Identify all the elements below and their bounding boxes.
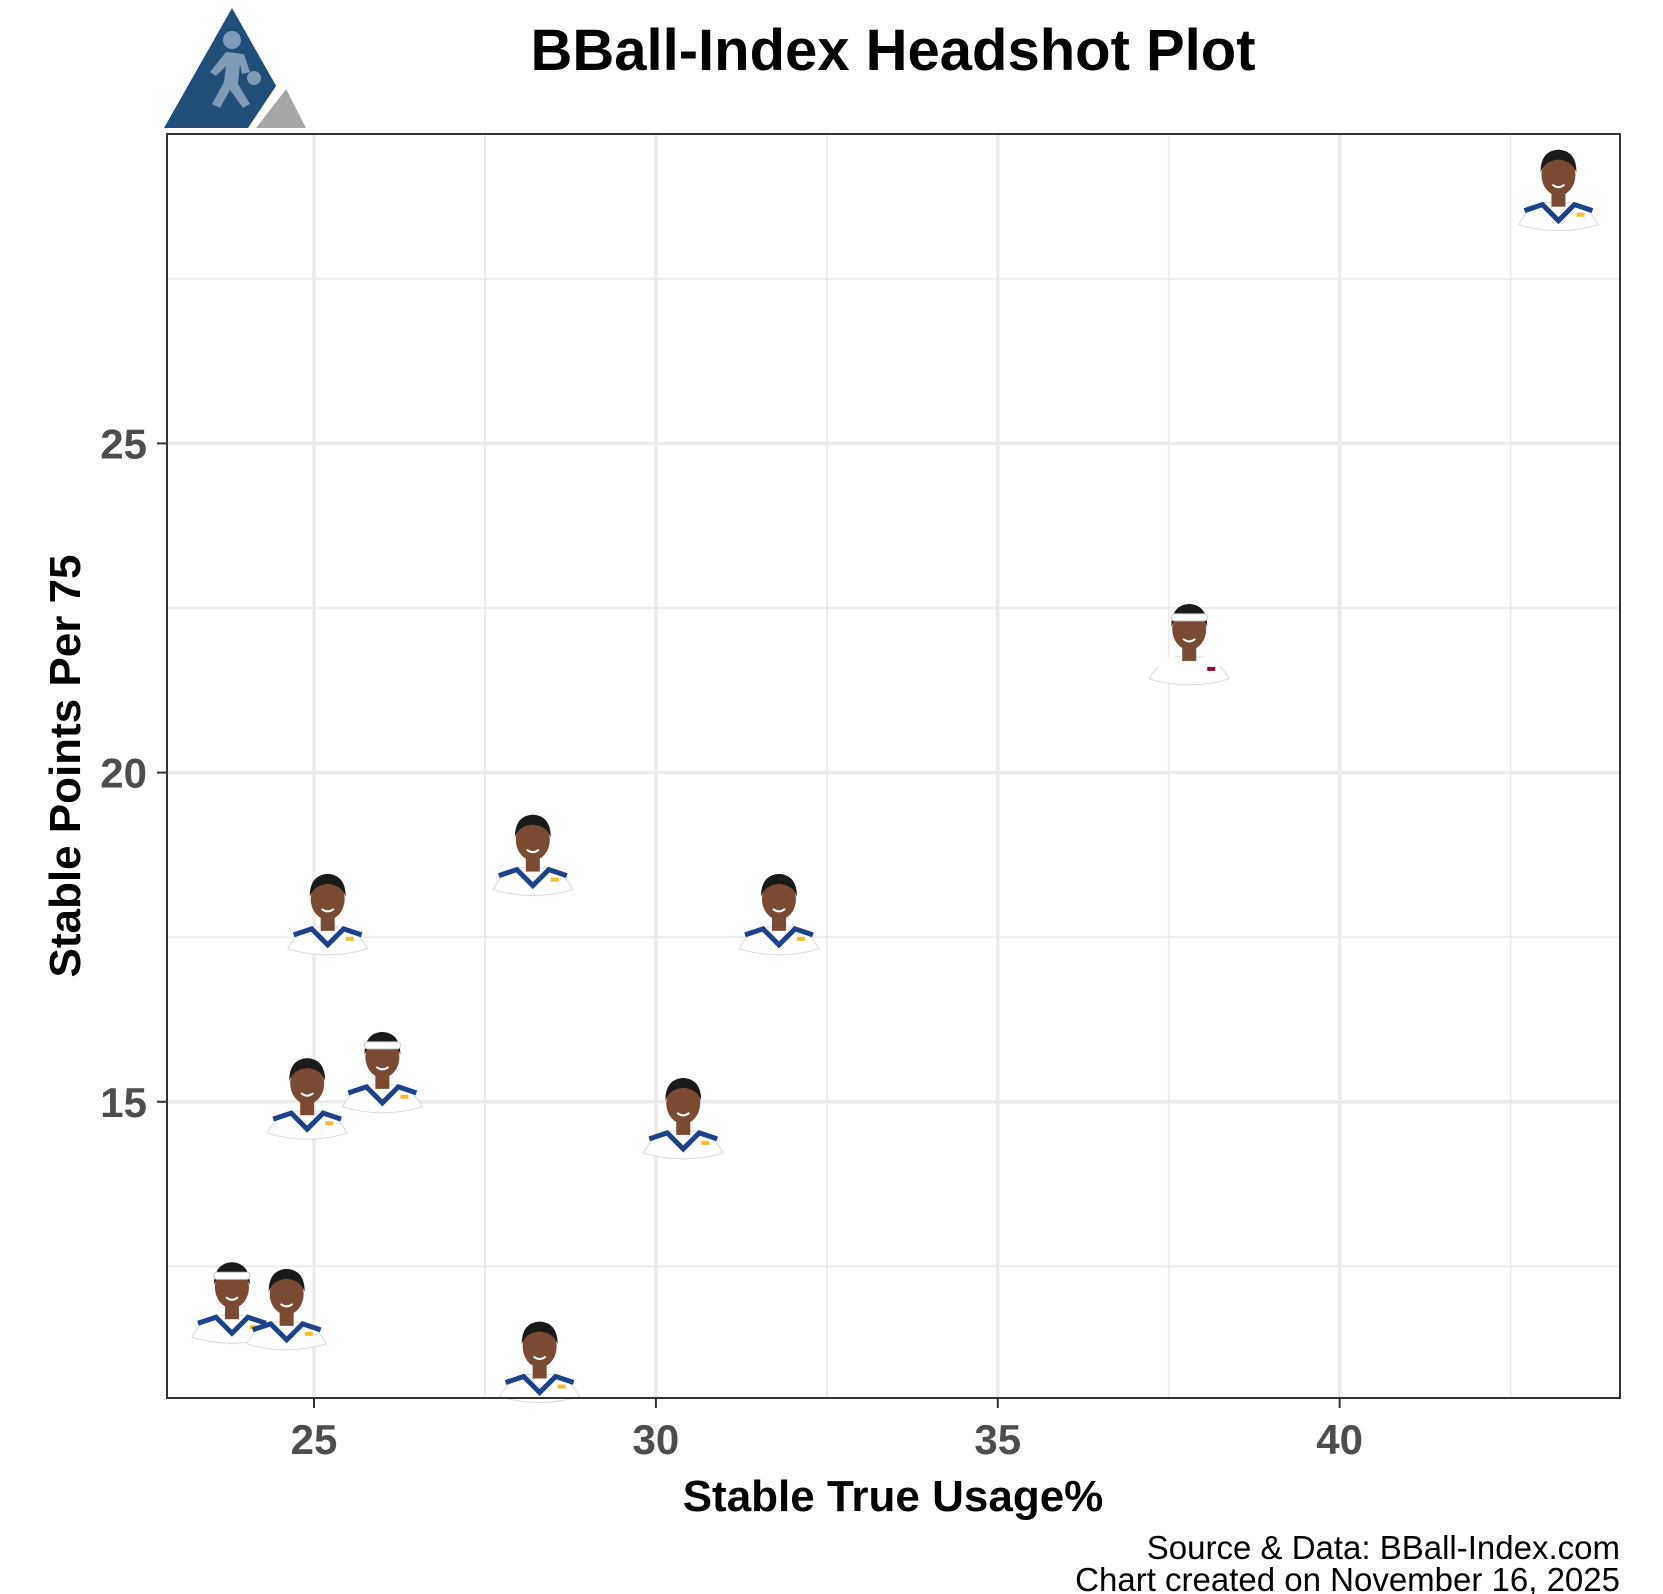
head-shape [522,1325,557,1368]
logo-gray-triangle [255,87,306,128]
player-headshot-point [286,873,369,956]
player-headshot-point [492,814,574,897]
y-tick-label: 15 [100,1079,147,1126]
jersey-accent [701,1140,710,1145]
head-shape [666,1081,701,1124]
headband-shape [1170,613,1208,622]
jersey-accent [796,936,805,941]
y-tick-label: 20 [100,750,147,797]
player-headshot-point [738,873,820,956]
player-headshot-point [341,1031,424,1114]
caption-date: Chart created on November 16, 2025 [1075,1561,1620,1594]
bball-index-logo [164,8,306,128]
jersey-accent [400,1094,409,1099]
hair-shape [309,873,346,897]
y-tick-label: 25 [100,420,147,467]
face-detail [1182,638,1196,643]
face-detail [533,1355,547,1360]
y-axis-title: Stable Points Per 75 [41,554,90,977]
hair-shape [1540,149,1577,173]
head-shape [269,1272,304,1315]
player-headshot-point [245,1268,328,1351]
jersey-trim [1154,656,1225,679]
data-points [191,149,1600,1403]
caption-source: Source & Data: BBall-Index.com [1147,1529,1620,1566]
logo-divider [248,80,287,128]
chart-title: BBall-Index Headshot Plot [530,18,1255,83]
axis-ticks: 25 30 35 40 15 20 25 [100,420,1363,1463]
head-shape [310,877,345,920]
hair-shape [213,1262,250,1286]
player-headshot-point [498,1321,581,1403]
head-shape [515,818,550,861]
jersey-accent [345,936,354,941]
player-headshot-point [266,1058,348,1140]
face-detail [772,908,786,913]
jersey-trim [648,1130,719,1153]
player-headshot-point [642,1077,724,1160]
hair-shape [665,1077,702,1101]
jersey-trim [1523,201,1594,225]
hair-shape [364,1031,401,1055]
hair-shape [1171,603,1208,627]
jersey-trim [744,925,814,949]
head-shape [1541,153,1576,196]
jersey-trim [498,866,568,890]
head-shape [290,1062,325,1105]
face-detail [300,1092,314,1097]
player-headshot-point [1148,603,1230,686]
hair-shape [760,873,797,897]
basketball-player-icon [210,31,261,108]
face-detail [280,1303,294,1308]
face-detail [375,1066,390,1071]
hair-shape [289,1058,326,1082]
player-headshot-point [191,1262,273,1344]
jersey-trim [197,1314,267,1337]
x-tick-label: 35 [974,1416,1021,1463]
x-tick-label: 40 [1316,1416,1363,1463]
hair-shape [268,1268,305,1292]
jersey-trim [504,1373,575,1397]
jersey-accent [325,1121,334,1126]
hair-shape [521,1321,558,1345]
face-detail [225,1296,239,1301]
x-tick-label: 30 [633,1416,680,1463]
jersey-accent [1576,212,1585,217]
plot-panel-border [166,133,1621,1399]
face-detail [1551,183,1566,189]
jersey-accent [550,877,559,882]
hair-shape [514,814,551,838]
headband-shape [213,1271,251,1280]
jersey-trim [251,1320,322,1344]
jersey-accent [304,1331,313,1336]
x-axis-title: Stable True Usage% [683,1472,1104,1521]
grid [167,134,1620,1398]
face-detail [321,908,335,913]
jersey-accent [1207,666,1216,671]
jersey-trim [347,1083,418,1107]
player-headshot-point [1517,149,1600,232]
jersey-trim [292,925,363,949]
jersey-trim [272,1110,342,1133]
headband-shape [363,1041,401,1050]
face-detail [676,1112,690,1117]
face-detail [526,848,540,854]
jersey-accent [557,1384,566,1389]
head-shape [761,877,796,920]
x-tick-label: 25 [291,1416,338,1463]
